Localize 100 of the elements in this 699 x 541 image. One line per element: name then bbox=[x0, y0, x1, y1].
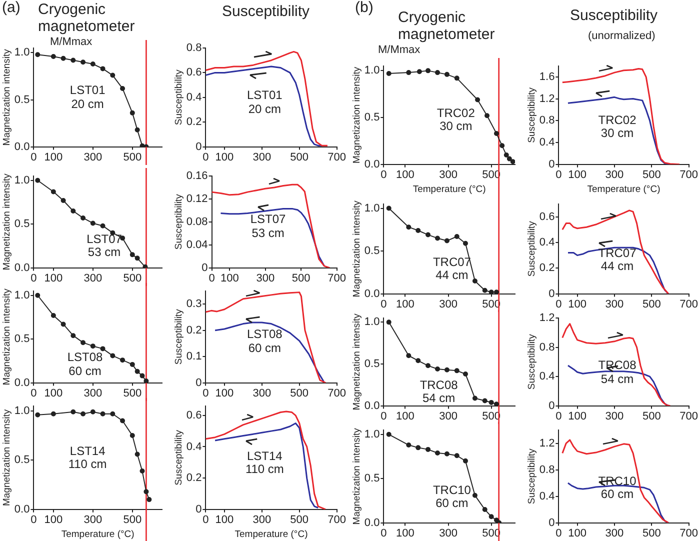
x-tick-label: 300 bbox=[252, 514, 272, 526]
x-tick-label: 300 bbox=[605, 410, 624, 422]
y-tick-label: 0.0 bbox=[14, 262, 30, 274]
chart-title: Cryogenic magnetometer bbox=[398, 9, 496, 43]
y-tick-label: 0.0 bbox=[364, 158, 380, 170]
y-tick-label: 0.4 bbox=[186, 91, 202, 104]
y-tick-label: 1.0 bbox=[364, 316, 380, 328]
x-tick-label: 700 bbox=[680, 410, 698, 422]
y-tick-label: 0.0 bbox=[364, 288, 380, 300]
y-tick-label: 0.08 bbox=[186, 216, 208, 228]
y-tick-label: 0.5 bbox=[14, 94, 30, 106]
y-tick-label: 0.1 bbox=[186, 350, 202, 363]
x-tick-label: 700 bbox=[328, 151, 346, 164]
x-tick-label: 100 bbox=[220, 272, 239, 284]
annotation: TRC02 30 cm bbox=[597, 113, 638, 140]
y-axis-title: Susceptibility bbox=[526, 87, 538, 143]
y-tick-label: 0.4 bbox=[539, 236, 555, 249]
y-tick-label: 0.5 bbox=[364, 472, 380, 485]
y-axis-title: Susceptibility bbox=[173, 430, 184, 486]
y-tick-label: 0.4 bbox=[539, 136, 555, 149]
x-tick-label: 100 bbox=[215, 151, 234, 164]
y-tick-label: 1.0 bbox=[14, 289, 30, 302]
y-axis-title: Magnetization intensity bbox=[1, 288, 12, 386]
x-tick-label: 700 bbox=[328, 272, 346, 284]
annotation: LST01 20 cm bbox=[246, 88, 284, 116]
y-axis-title: Susceptibility bbox=[173, 69, 184, 126]
x-tick-label: 300 bbox=[84, 387, 102, 400]
y-tick-label: 0.12 bbox=[186, 192, 208, 205]
y-tick-label: 1.0 bbox=[364, 64, 380, 77]
x-tick-label: 500 bbox=[642, 169, 661, 182]
y-axis-title: Susceptibility bbox=[173, 308, 184, 365]
y-tick-label: 0.5 bbox=[14, 454, 30, 466]
x-tick-label: 100 bbox=[396, 169, 414, 182]
y-tick-label: 0.4 bbox=[186, 440, 202, 453]
y-tick-label: 0.5 bbox=[14, 218, 30, 230]
annotation: TRC08 54 cm bbox=[418, 378, 459, 406]
x-tick-label: 300 bbox=[84, 151, 102, 164]
x-tick-label: 500 bbox=[123, 272, 142, 284]
x-tick-label: 100 bbox=[396, 527, 414, 540]
y-tick-label: 0.8 bbox=[539, 114, 555, 127]
x-tick-label: 300 bbox=[439, 298, 458, 310]
text: M/Mmax bbox=[378, 44, 420, 56]
x-tick-label: 300 bbox=[439, 169, 458, 182]
x-tick-label: 300 bbox=[252, 151, 272, 164]
annotation: LST07 53 cm bbox=[86, 232, 123, 260]
x-tick-label: 700 bbox=[680, 298, 698, 310]
y-tick-label: 0.0 bbox=[364, 400, 380, 412]
y-tick-label: 0.5 bbox=[14, 333, 30, 346]
x-tick-label: 500 bbox=[123, 387, 142, 400]
y-tick-label: 0.6 bbox=[539, 210, 555, 223]
y-axis-title: Magnetization intensity bbox=[351, 428, 362, 525]
x-tick-label: 300 bbox=[605, 169, 624, 182]
y-tick-label: 1.2 bbox=[539, 312, 555, 324]
annotation: TRC10 60 cm bbox=[432, 482, 472, 510]
y-tick-label: 1.0 bbox=[14, 174, 30, 186]
annotation: TRC08 54 cm bbox=[597, 358, 638, 386]
x-tick-label: 300 bbox=[252, 387, 272, 400]
y-tick-label: 0 bbox=[196, 376, 202, 389]
y-tick-label: 0.04 bbox=[186, 238, 208, 251]
chart-subtitle: (unormalized) bbox=[588, 30, 656, 42]
y-tick-label: 0.0 bbox=[14, 503, 30, 516]
x-tick-label: 500 bbox=[123, 151, 142, 164]
annotation: LST08 60 cm bbox=[246, 327, 284, 355]
x-tick-label: 300 bbox=[605, 527, 624, 540]
annotation: M/Mmax bbox=[50, 36, 92, 48]
y-tick-label: 0.2 bbox=[186, 324, 202, 336]
x-tick-label: 100 bbox=[568, 169, 586, 182]
y-tick-label: 1.0 bbox=[14, 404, 30, 417]
x-tick-label: 100 bbox=[44, 387, 63, 400]
annotation: TRC07 44 cm bbox=[432, 254, 472, 282]
x-tick-label: 700 bbox=[680, 527, 698, 540]
x-tick-label: 500 bbox=[292, 272, 310, 284]
annotation: LST14 110 cm bbox=[67, 444, 108, 472]
y-tick-label: 1.0 bbox=[364, 428, 380, 440]
y-tick-label: 1.0 bbox=[14, 46, 30, 59]
y-tick-label: 1.6 bbox=[539, 70, 555, 83]
y-axis-title: Magnetization intensity bbox=[351, 200, 362, 298]
y-axis-title: Magnetization intensity bbox=[1, 409, 12, 506]
x-tick-label: 100 bbox=[568, 410, 586, 422]
y-tick-label: 0.4 bbox=[539, 370, 555, 383]
y-tick-label: 1.0 bbox=[364, 202, 380, 214]
y-tick-label: 0 bbox=[548, 288, 555, 300]
y-tick-label: 0.6 bbox=[186, 409, 202, 422]
y-tick-label: 0.4 bbox=[539, 490, 555, 502]
y-tick-label: 0.5 bbox=[364, 358, 380, 370]
annotation: TRC02 30 cm bbox=[436, 106, 476, 134]
y-tick-label: 1.2 bbox=[539, 437, 555, 450]
annotation: LST08 60 cm bbox=[66, 350, 104, 378]
x-axis-title: Temperature (°C) bbox=[61, 528, 134, 540]
y-tick-label: 0.0 bbox=[14, 140, 30, 153]
x-tick-label: 500 bbox=[642, 298, 661, 310]
y-tick-label: 0.2 bbox=[186, 116, 202, 128]
y-axis-title: Magnetization intensity bbox=[1, 173, 12, 270]
x-axis-title: Temperature (°C) bbox=[587, 184, 660, 195]
x-tick-label: 300 bbox=[84, 514, 102, 526]
y-tick-label: 0.8 bbox=[539, 341, 555, 354]
text: (b) bbox=[355, 0, 374, 16]
y-tick-label: 0.8 bbox=[186, 42, 202, 54]
y-tick-label: 0.3 bbox=[186, 298, 202, 310]
y-tick-label: 0.2 bbox=[539, 262, 555, 274]
